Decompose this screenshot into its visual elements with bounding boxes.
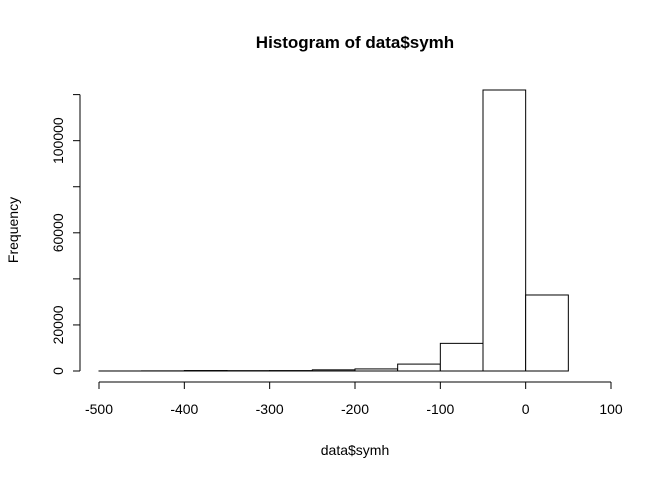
histogram-bar	[482, 89, 527, 372]
x-axis: -500 -400 -300 -200 -100 0 100	[85, 381, 623, 417]
y-axis: 0 20000 60000 100000	[50, 94, 81, 375]
y-tick-label: 20000	[50, 305, 66, 344]
x-tick-label: -500	[85, 401, 113, 417]
x-tick-label: 0	[522, 401, 530, 417]
histogram-bar	[397, 363, 441, 372]
y-tick-label: 100000	[50, 117, 66, 164]
histogram-bar	[525, 294, 569, 372]
chart-title: Histogram of data$symh	[256, 33, 454, 52]
y-tick-label: 60000	[50, 213, 66, 252]
x-tick-label: 100	[599, 401, 623, 417]
histogram-bar	[439, 342, 484, 372]
x-tick-label: -400	[170, 401, 198, 417]
y-tick-label: 0	[50, 367, 66, 375]
x-axis-label: data$symh	[321, 442, 389, 458]
y-axis-label: Frequency	[5, 197, 21, 263]
histogram-bar	[354, 368, 399, 372]
x-tick-label: -100	[426, 401, 454, 417]
histogram-bar	[311, 369, 356, 372]
x-tick-label: -200	[341, 401, 369, 417]
bars-group	[98, 89, 569, 372]
x-tick-label: -300	[256, 401, 284, 417]
